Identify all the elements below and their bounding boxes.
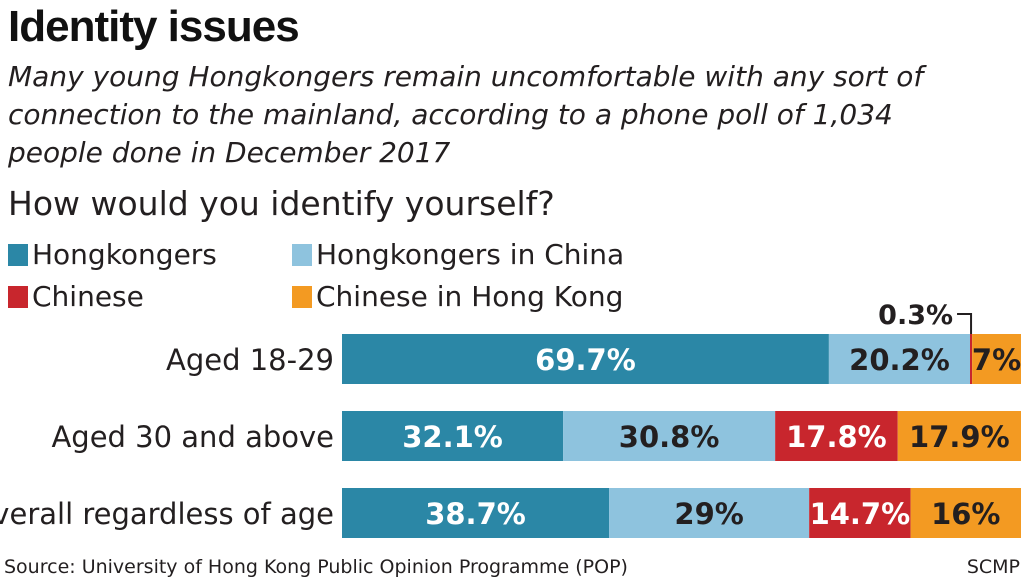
legend-item-hongkongers-in-china: Hongkongers in China xyxy=(292,238,624,271)
category-label: Overall regardless of age xyxy=(0,497,334,531)
source-note: Source: University of Hong Kong Public O… xyxy=(4,556,628,578)
legend-swatch xyxy=(8,285,28,308)
data-label-callout: 0.3% xyxy=(878,300,953,331)
bar-segment-hongkongers-in-china xyxy=(828,334,971,384)
bar-segment-chinese-in-hong-kong xyxy=(897,411,1021,461)
credit: SCMP xyxy=(966,556,1020,578)
legend-item-hongkongers: Hongkongers xyxy=(8,238,217,271)
chart-subtitle: Many young Hongkongers remain uncomforta… xyxy=(8,60,924,169)
legend-swatch xyxy=(8,243,28,266)
bar-segment-chinese xyxy=(775,411,898,461)
question-heading: How would you identify yourself? xyxy=(8,184,555,223)
bar-segment-hongkongers xyxy=(342,411,564,461)
bar-segment-chinese xyxy=(970,334,973,384)
legend-swatch xyxy=(292,285,312,308)
bar-segment-chinese xyxy=(809,488,911,538)
legend-label: Chinese xyxy=(32,280,144,313)
legend-swatch xyxy=(292,243,312,266)
category-label: Aged 18-29 xyxy=(166,343,334,377)
legend-item-chinese-in-hong-kong: Chinese in Hong Kong xyxy=(292,280,623,313)
bar-segment-hongkongers xyxy=(342,488,610,538)
data-label: 7% xyxy=(972,343,1021,377)
bar-segment-chinese-in-hong-kong xyxy=(972,334,1021,384)
chart-title: Identity issues xyxy=(8,2,300,51)
bar-segment-hongkongers-in-china xyxy=(563,411,776,461)
legend-label: Hongkongers in China xyxy=(316,238,625,271)
bar-segment-hongkongers-in-china xyxy=(609,488,810,538)
data-label: 17.9% xyxy=(909,420,1010,454)
data-label: 30.8% xyxy=(619,420,720,454)
callout-leader-line xyxy=(957,313,973,334)
legend-label: Chinese in Hong Kong xyxy=(316,280,624,313)
bar-segment-chinese-in-hong-kong xyxy=(910,488,1021,538)
legend-label: Hongkongers xyxy=(32,238,217,271)
data-label: 17.8% xyxy=(786,420,887,454)
data-label: 32.1% xyxy=(402,420,503,454)
data-label: 16% xyxy=(931,497,1000,531)
data-label: 14.7% xyxy=(810,497,911,531)
stacked-bar-chart: Aged 18-29 69.7% 20.2% 0.3% 7% Aged 30 and ab… xyxy=(0,300,1021,538)
bar-segment-hongkongers xyxy=(342,334,829,384)
legend-item-chinese: Chinese xyxy=(8,280,144,313)
data-label: 20.2% xyxy=(849,343,950,377)
data-label: 69.7% xyxy=(535,343,636,377)
data-label: 29% xyxy=(674,497,743,531)
category-label: Aged 30 and above xyxy=(51,420,334,454)
data-label: 38.7% xyxy=(425,497,526,531)
